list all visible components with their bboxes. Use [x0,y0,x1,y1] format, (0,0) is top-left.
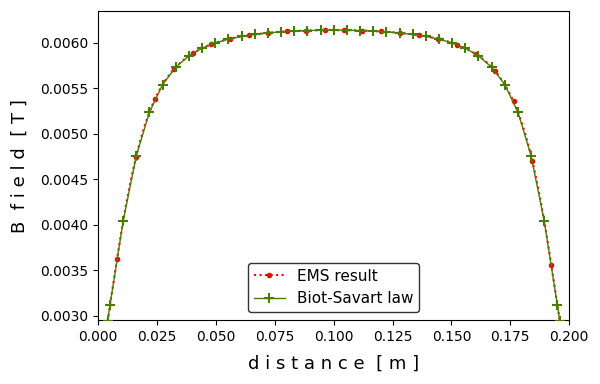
Biot-Savart law [95,379,102,384]
Line: EMS result: EMS result [96,28,571,384]
Biot-Savart law [106,303,113,308]
Biot-Savart law [462,46,469,51]
Biot-Savart law [119,219,127,223]
Biot-Savart law [104,319,111,323]
Biot-Savart law [409,32,416,37]
Biot-Savart law [290,29,298,33]
EMS result [376,29,383,34]
Biot-Savart law [554,303,561,308]
EMS result [482,59,489,63]
Line: Biot-Savart law: Biot-Savart law [94,25,574,384]
Biot-Savart law [225,37,232,41]
Biot-Savart law [172,65,179,70]
Biot-Savart law [396,31,403,35]
EMS result [566,379,573,384]
Biot-Savart law [514,110,521,114]
Biot-Savart law [422,34,430,39]
EMS result [350,28,358,33]
Biot-Savart law [159,82,166,87]
X-axis label: d i s t a n c e  [ m ]: d i s t a n c e [ m ] [248,355,419,373]
Biot-Savart law [251,32,259,37]
Biot-Savart law [133,154,140,158]
Biot-Savart law [277,30,284,34]
Biot-Savart law [212,41,219,45]
Biot-Savart law [541,219,548,223]
Biot-Savart law [383,30,390,34]
Biot-Savart law [185,53,193,58]
Biot-Savart law [556,319,563,323]
Biot-Savart law [449,41,456,45]
Biot-Savart law [436,37,443,41]
Biot-Savart law [488,65,495,70]
Y-axis label: B  f i e l d  [ T ]: B f i e l d [ T ] [11,99,29,233]
Biot-Savart law [370,29,377,33]
Biot-Savart law [475,53,482,58]
EMS result [321,28,328,33]
Legend: EMS result, Biot-Savart law: EMS result, Biot-Savart law [248,263,419,313]
EMS result [329,28,337,32]
Biot-Savart law [566,379,573,384]
Biot-Savart law [304,28,311,33]
Biot-Savart law [527,154,535,158]
Biot-Savart law [343,28,350,33]
Biot-Savart law [356,28,364,33]
Biot-Savart law [501,82,508,87]
EMS result [555,313,562,317]
EMS result [318,28,325,33]
Biot-Savart law [317,28,324,33]
Biot-Savart law [264,31,271,35]
Biot-Savart law [330,28,337,32]
Biot-Savart law [199,46,206,51]
Biot-Savart law [146,110,153,114]
EMS result [95,379,102,384]
Biot-Savart law [238,34,245,39]
